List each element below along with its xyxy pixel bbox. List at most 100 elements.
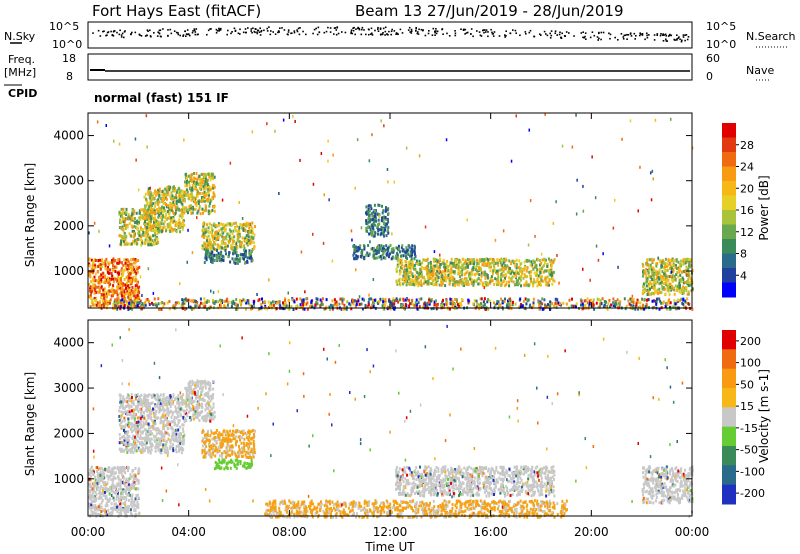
scatter-cell: [206, 193, 208, 197]
scatter-cell: [662, 259, 664, 263]
scatter-cell: [355, 245, 357, 249]
scatter-cell: [252, 241, 255, 245]
scatter-cell: [229, 260, 232, 264]
scatter-cell: [434, 272, 437, 276]
scatter-cell: [477, 262, 480, 266]
scatter-cell: [641, 297, 644, 301]
scatter-cell: [440, 281, 442, 285]
noise-point: [427, 32, 430, 35]
scatter-cell: [243, 246, 246, 250]
scatter-cell: [404, 298, 407, 302]
scatter-cell: [586, 297, 589, 301]
scatter-cell: [374, 209, 376, 213]
scatter-cell: [202, 172, 205, 176]
scatter-cell: [445, 263, 448, 267]
noise-point: [182, 34, 185, 36]
scatter-cell: [243, 239, 246, 243]
scatter-cell: [157, 210, 160, 213]
scatter-cell: [249, 238, 252, 242]
scatter-cell: [284, 298, 286, 302]
noise-point: [111, 34, 114, 36]
scatter-cell: [342, 297, 345, 301]
scatter-cell: [123, 295, 126, 299]
noise-point: [370, 27, 373, 30]
scatter-cell: [672, 259, 675, 263]
scatter-cell: [260, 305, 263, 309]
scatter-cell: [189, 177, 192, 181]
scatter-cell: [165, 205, 168, 209]
scatter-cell: [371, 303, 374, 307]
scatter-cell: [680, 270, 683, 274]
scatter-cell: [129, 297, 132, 301]
scatter-cell: [202, 185, 205, 188]
scatter-cell: [545, 283, 548, 287]
scatter-cell: [582, 304, 585, 308]
scatter-cell: [468, 258, 471, 262]
scatter-cell: [238, 233, 241, 236]
scatter-cell: [145, 236, 148, 240]
scatter-cell: [607, 302, 610, 306]
scatter-cell: [546, 275, 549, 279]
scatter-cell: [231, 242, 234, 246]
scatter-cell: [133, 297, 136, 301]
noise-point: [354, 33, 356, 36]
scatter-cell: [608, 305, 611, 309]
scatter-cell: [360, 248, 363, 252]
scatter-cell: [384, 223, 387, 226]
scatter-cell: [442, 259, 445, 262]
scatter-cell: [378, 214, 380, 218]
scatter-cell: [210, 230, 212, 234]
scatter-cell: [426, 275, 429, 279]
scatter-cell: [667, 278, 670, 282]
scatter-cell: [95, 272, 97, 276]
noise-point: [239, 33, 241, 35]
scatter-cell: [367, 207, 370, 211]
noise-point: [476, 30, 478, 32]
scatter-cell: [387, 212, 390, 216]
noise-point: [454, 34, 457, 37]
scatter-cell: [405, 283, 408, 287]
scatter-cell: [173, 227, 176, 231]
scatter-cell: [209, 305, 212, 309]
scatter-cell: [132, 257, 135, 261]
scatter-cell: [301, 300, 304, 304]
noise-point: [146, 29, 149, 31]
scatter-cell: [549, 260, 552, 263]
scatter-cell: [400, 304, 402, 308]
scatter-cell: [209, 201, 212, 205]
scatter-cell: [102, 280, 105, 284]
scatter-cell: [466, 270, 469, 274]
scatter-cell: [123, 268, 126, 272]
scatter-cell: [586, 301, 589, 305]
scatter-cell: [245, 234, 248, 238]
scatter-cell: [610, 303, 613, 307]
scatter-cell: [215, 253, 218, 257]
scatter-cell: [419, 280, 421, 284]
scatter-cell: [105, 299, 108, 303]
scatter-cell: [393, 180, 395, 184]
scatter-cell: [392, 297, 395, 301]
scatter-cell: [258, 298, 261, 302]
scatter-cell: [568, 298, 571, 302]
scatter-cell: [106, 300, 109, 304]
scatter-cell: [158, 229, 160, 232]
scatter-cell: [517, 283, 520, 287]
scatter-cell: [489, 299, 492, 303]
scatter-cell: [488, 280, 491, 284]
scatter-cell: [480, 274, 483, 278]
scatter-cell: [179, 230, 182, 234]
noise-point: [260, 29, 263, 32]
scatter-cell: [618, 303, 621, 307]
scatter-cell: [467, 283, 470, 287]
scatter-cell: [413, 244, 416, 248]
scatter-cell: [436, 262, 439, 266]
scatter-cell: [477, 268, 480, 271]
scatter-cell: [664, 262, 666, 266]
scatter-cell: [128, 267, 130, 270]
scatter-cell: [498, 258, 501, 262]
scatter-cell: [250, 240, 253, 244]
scatter-cell: [117, 494, 120, 498]
scatter-cell: [436, 302, 439, 306]
scatter-cell: [150, 199, 153, 203]
scatter-cell: [94, 475, 97, 479]
